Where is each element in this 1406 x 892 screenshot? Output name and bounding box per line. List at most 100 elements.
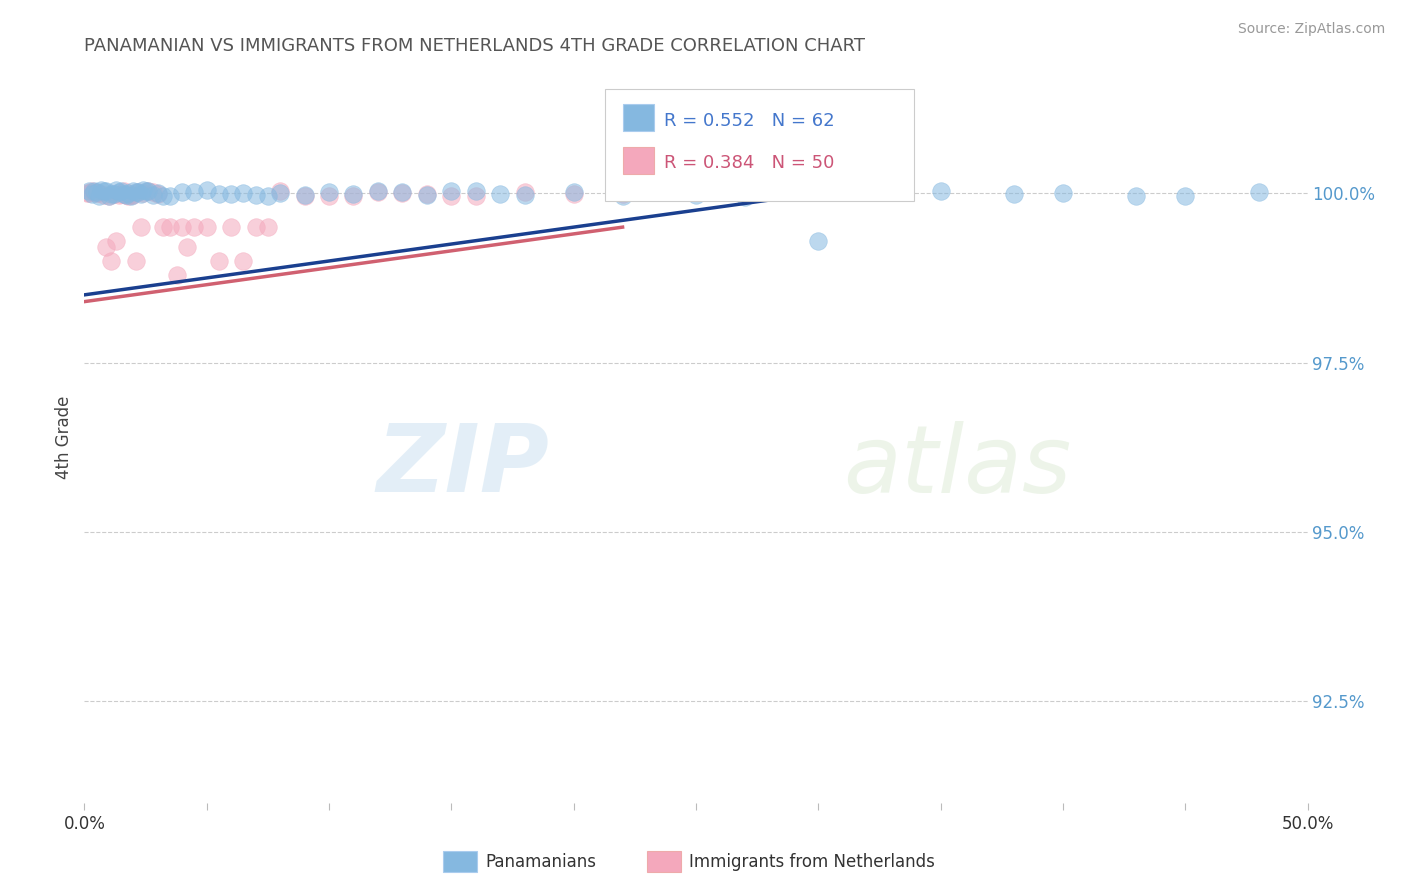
- Point: [96, 240, 118, 254]
- Text: Immigrants from Netherlands: Immigrants from Netherlands: [689, 853, 935, 871]
- Text: R = 0.384   N = 50: R = 0.384 N = 50: [664, 154, 834, 172]
- Point: [110, 184, 132, 198]
- Point: [464, 188, 486, 202]
- Point: [1174, 189, 1197, 203]
- Text: ZIP: ZIP: [377, 420, 550, 512]
- Point: [1125, 188, 1147, 202]
- Point: [103, 186, 125, 201]
- Point: [562, 186, 585, 201]
- Point: [87, 186, 110, 200]
- Point: [77, 186, 100, 200]
- Point: [132, 186, 155, 200]
- Point: [152, 189, 174, 203]
- Point: [856, 185, 879, 199]
- Point: [112, 186, 135, 201]
- Point: [127, 185, 149, 199]
- Point: [929, 185, 952, 199]
- Point: [807, 185, 830, 199]
- Point: [1002, 186, 1025, 201]
- Point: [183, 185, 205, 199]
- Point: [232, 254, 254, 268]
- Point: [146, 186, 169, 201]
- Point: [269, 186, 291, 201]
- Point: [294, 188, 316, 202]
- Point: [110, 186, 132, 201]
- Text: atlas: atlas: [842, 421, 1071, 512]
- Point: [195, 220, 218, 235]
- Point: [489, 187, 512, 202]
- Point: [115, 188, 138, 202]
- Point: [83, 184, 105, 198]
- Point: [125, 254, 148, 268]
- Text: Source: ZipAtlas.com: Source: ZipAtlas.com: [1237, 22, 1385, 37]
- Point: [125, 186, 148, 200]
- Point: [1247, 185, 1270, 199]
- Point: [159, 220, 181, 235]
- Point: [513, 185, 536, 199]
- Point: [152, 220, 174, 235]
- Point: [464, 184, 486, 198]
- Text: Panamanians: Panamanians: [485, 853, 596, 871]
- Point: [172, 185, 194, 199]
- Point: [96, 184, 118, 198]
- Point: [100, 186, 122, 201]
- Point: [612, 187, 634, 202]
- Text: R = 0.552   N = 62: R = 0.552 N = 62: [664, 112, 834, 129]
- Point: [122, 184, 145, 198]
- Point: [318, 185, 340, 199]
- Point: [367, 185, 389, 199]
- Point: [77, 185, 100, 199]
- Point: [90, 183, 112, 197]
- Point: [208, 187, 231, 202]
- Point: [103, 187, 125, 202]
- Point: [342, 189, 364, 203]
- Point: [107, 188, 129, 202]
- Point: [146, 186, 169, 201]
- Point: [105, 183, 128, 197]
- Point: [112, 184, 135, 198]
- Point: [612, 188, 634, 202]
- Point: [132, 183, 155, 197]
- Point: [245, 188, 267, 202]
- Point: [142, 188, 165, 202]
- Point: [127, 185, 149, 199]
- Point: [93, 187, 115, 202]
- Point: [80, 186, 103, 201]
- Point: [100, 254, 122, 268]
- Point: [208, 254, 231, 268]
- Point: [440, 184, 463, 198]
- Point: [129, 187, 152, 202]
- Point: [136, 185, 159, 199]
- Point: [232, 186, 254, 201]
- Point: [120, 189, 142, 203]
- Point: [120, 187, 142, 202]
- Point: [105, 234, 128, 248]
- Point: [416, 187, 439, 202]
- Point: [87, 189, 110, 203]
- Point: [562, 185, 585, 199]
- Point: [117, 186, 139, 200]
- Point: [97, 189, 120, 203]
- Point: [183, 220, 205, 235]
- Point: [115, 188, 138, 202]
- Point: [257, 188, 280, 202]
- Point: [135, 184, 157, 198]
- Point: [685, 188, 707, 202]
- Point: [257, 220, 280, 235]
- Point: [219, 187, 242, 202]
- Point: [93, 185, 115, 199]
- Point: [86, 186, 108, 200]
- Point: [136, 185, 159, 199]
- Point: [129, 220, 152, 235]
- Point: [142, 185, 165, 199]
- Point: [107, 186, 129, 200]
- Point: [83, 186, 105, 200]
- Point: [513, 187, 536, 202]
- Point: [440, 188, 463, 202]
- Point: [734, 189, 756, 203]
- Point: [391, 186, 413, 201]
- Point: [318, 189, 340, 203]
- Point: [97, 188, 120, 202]
- Y-axis label: 4th Grade: 4th Grade: [55, 395, 73, 479]
- Point: [269, 184, 291, 198]
